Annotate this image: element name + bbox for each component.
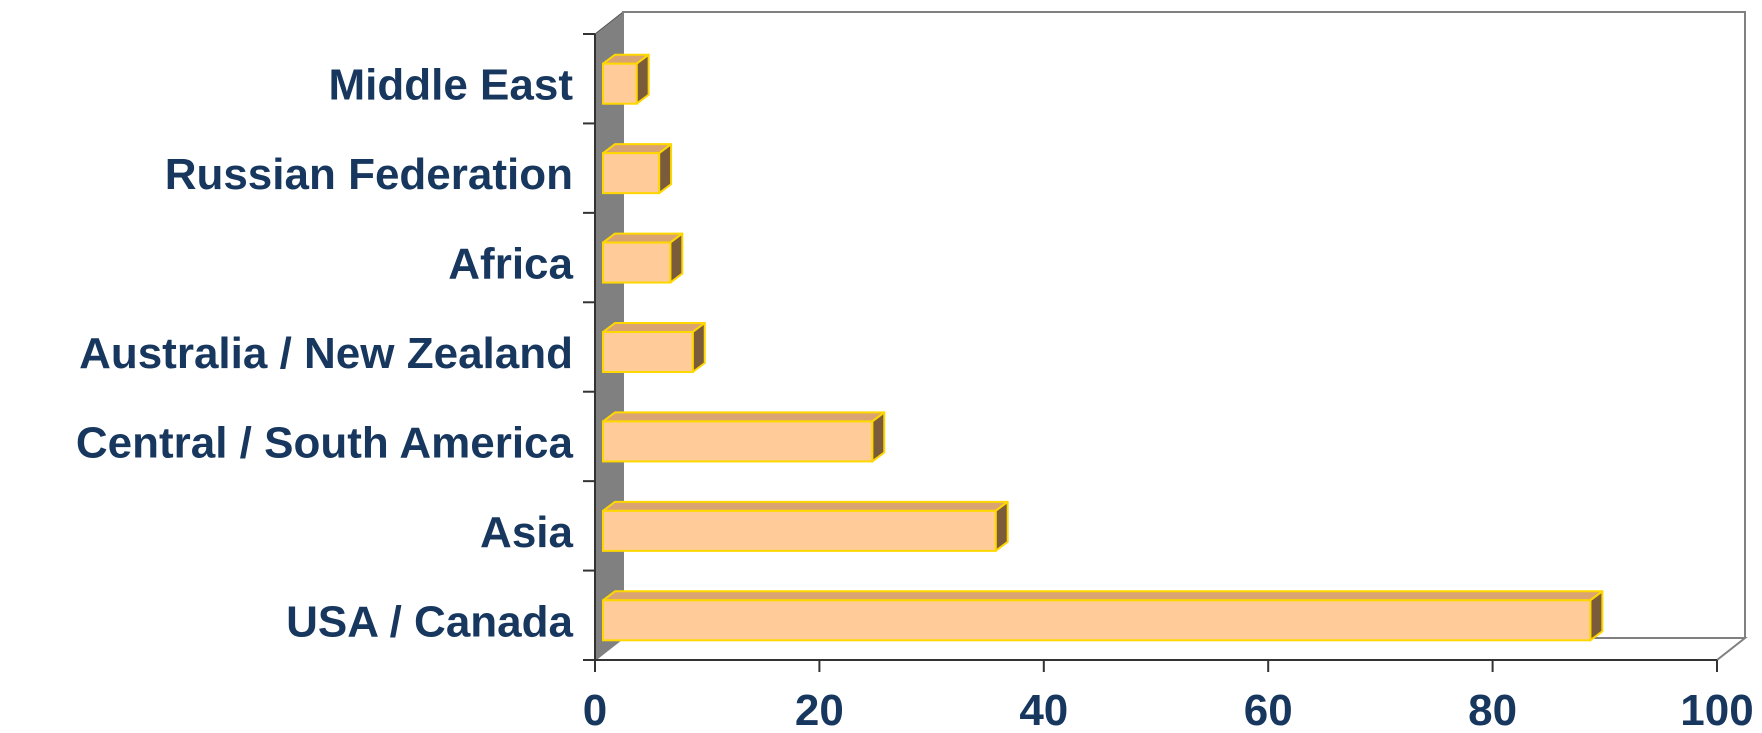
bar-front [602,331,694,373]
bar-top [602,590,1604,602]
bar-side [994,500,1009,552]
bar-side [669,232,684,284]
bar-side [635,53,650,105]
bar [602,590,1604,642]
bar-side [1589,590,1604,642]
bar [602,500,1009,552]
bar-side [691,322,706,373]
bar [602,322,706,373]
x-axis-ticks: 0 20 40 60 80 100 [583,660,1754,733]
bar-side [871,411,886,463]
category-label: Middle East [329,61,574,110]
x-tick-label: 100 [1680,686,1753,733]
bars [602,53,1604,642]
category-label: Central / South America [76,418,574,467]
bar-top [602,411,886,423]
category-label: Russian Federation [165,150,573,199]
bar [602,143,673,195]
category-label: Australia / New Zealand [79,329,573,378]
x-tick-label: 0 [583,686,607,733]
chart-frame [583,10,1748,662]
bar-front [602,599,1592,642]
bar-front [602,509,997,552]
bar-front [602,420,874,463]
bar [602,232,684,284]
bar-front [602,152,661,195]
x-tick-label: 60 [1244,686,1293,733]
category-label: USA / Canada [286,597,573,646]
x-tick-label: 20 [795,686,844,733]
bar-top [602,232,684,244]
x-tick-label: 80 [1468,686,1517,733]
x-tick-label: 40 [1019,686,1068,733]
bar-front [602,62,638,105]
bar [602,411,886,463]
bar-top [602,500,1009,512]
category-label: Asia [480,508,573,557]
floor [592,637,1748,661]
bar [602,53,650,105]
bar-side [658,143,673,195]
bar-top [602,322,706,333]
category-label: Africa [448,240,573,289]
bar-front [602,241,672,284]
category-labels: USA / Canada Asia Central / South America A… [76,61,574,647]
